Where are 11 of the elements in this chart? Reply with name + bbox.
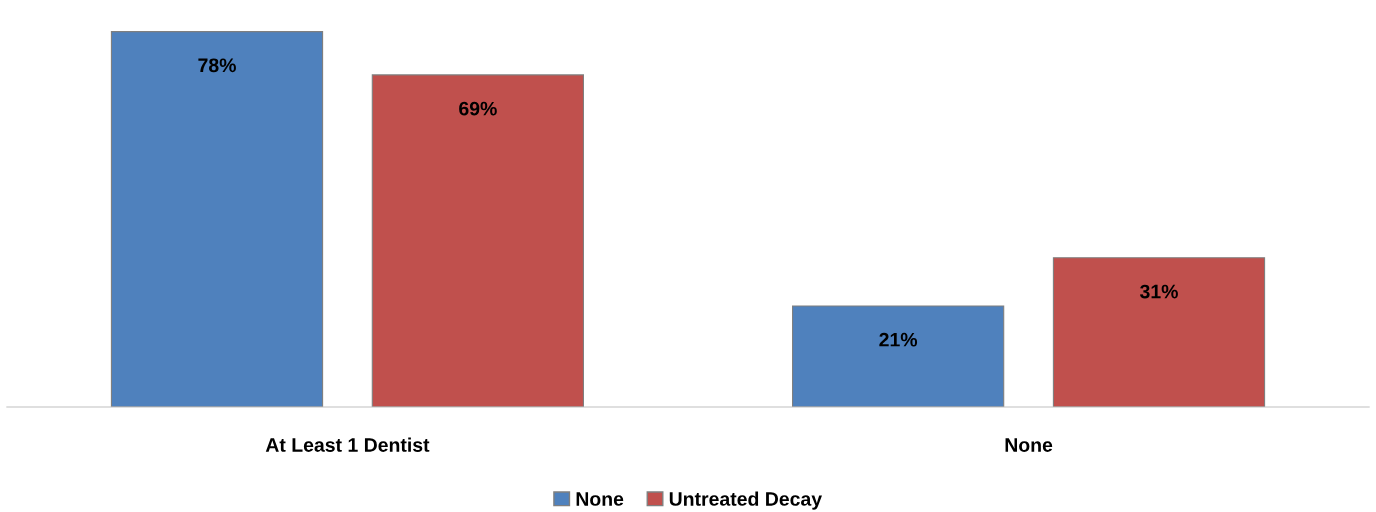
data-label: 21% (879, 332, 918, 347)
x-tick-label: At Least 1 Dentist (265, 437, 430, 452)
data-label: 31% (1139, 284, 1178, 299)
bar (1052, 257, 1266, 408)
data-label: 78% (198, 58, 236, 73)
legend-label: Untreated Decay (669, 491, 822, 510)
legend-label: None (576, 492, 624, 506)
bar (371, 74, 585, 408)
bar (791, 305, 1005, 408)
data-label: 69% (459, 101, 497, 116)
bar (110, 31, 324, 408)
